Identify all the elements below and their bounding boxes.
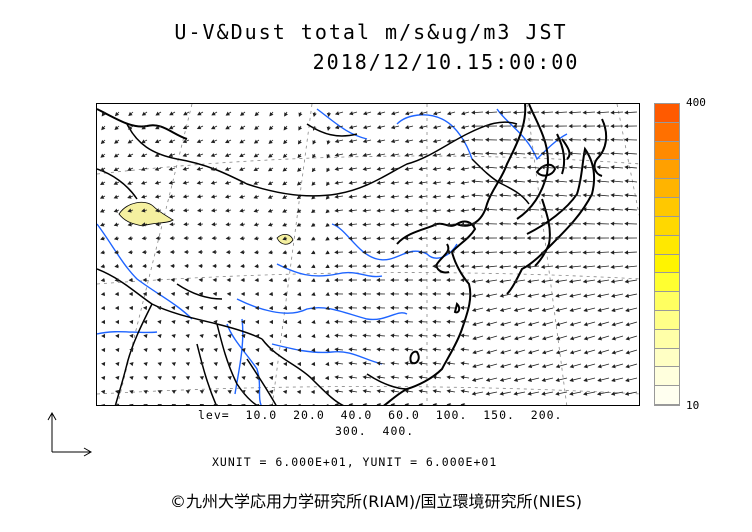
contour-levels-line2: 300. 400. — [335, 424, 415, 438]
legend-color-box — [655, 141, 679, 161]
legend-color-box — [655, 292, 679, 311]
legend-color-box — [655, 104, 679, 123]
copyright-notice: ©九州大学応用力学研究所(RIAM)/国立環境研究所(NIES) — [170, 492, 582, 511]
wind-dust-map — [96, 103, 640, 406]
legend-color-box — [655, 235, 679, 255]
vector-units: XUNIT = 6.000E+01, YUNIT = 6.000E+01 — [212, 455, 498, 469]
legend-color-box — [655, 198, 679, 217]
rivers — [97, 108, 568, 405]
legend-color-box — [655, 216, 679, 236]
legend-color-box — [655, 310, 679, 330]
legend-color-box — [655, 273, 679, 293]
color-legend — [654, 103, 680, 406]
legend-max-label: 400 — [686, 96, 706, 109]
map-title: U-V&Dust total m/s&ug/m3 JST — [174, 20, 568, 44]
legend-color-box — [655, 122, 679, 142]
legend-color-box — [655, 179, 679, 199]
legend-color-box — [655, 386, 679, 405]
legend-color-box — [655, 254, 679, 274]
map-canvas — [97, 104, 639, 405]
legend-color-box — [655, 367, 679, 387]
legend-color-box — [655, 348, 679, 368]
legend-color-box — [655, 160, 679, 180]
reference-axes-icon — [47, 411, 93, 457]
coastlines — [97, 104, 608, 405]
contour-levels-line1: lev= 10.0 20.0 40.0 60.0 100. 150. 200. — [198, 408, 563, 422]
legend-min-label: 10 — [686, 399, 700, 412]
legend-color-box — [655, 329, 679, 349]
wind-vector-field — [99, 110, 638, 405]
dust-patch-taklimakan — [118, 201, 174, 227]
map-timestamp: 2018/12/10.15:00:00 — [312, 50, 580, 74]
